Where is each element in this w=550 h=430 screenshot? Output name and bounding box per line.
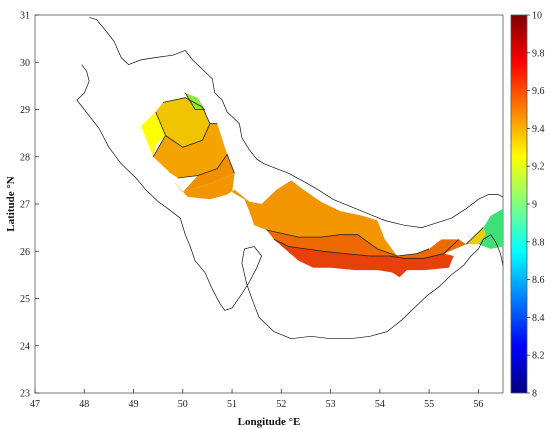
field-region-3 (153, 123, 228, 178)
y-tick-label: 30 (20, 58, 30, 69)
x-tick-label: 48 (79, 399, 89, 410)
x-tick-label: 51 (227, 399, 237, 410)
x-tick-label: 56 (473, 399, 483, 410)
x-tick-label: 52 (276, 399, 286, 410)
contour-line-5 (266, 229, 430, 257)
field-region-6 (266, 230, 467, 259)
x-tick-label: 49 (129, 399, 139, 410)
colorbar-tick-label: 9.2 (532, 162, 545, 173)
x-tick-label: 47 (30, 399, 40, 410)
contour-line-2 (165, 123, 218, 148)
x-axis-label: Longitude °E (238, 416, 301, 428)
y-tick-label: 27 (20, 200, 30, 211)
y-tick-label: 23 (20, 389, 30, 400)
coastline-1 (76, 64, 504, 340)
colorbar-tick-label: 8.8 (532, 237, 545, 248)
coastline-layer (76, 17, 504, 340)
contour-line-6 (184, 92, 205, 110)
x-tick-label: 53 (326, 399, 336, 410)
colorbar-tick-label: 9.8 (532, 48, 545, 59)
x-ticks-layer: 47 48 49 50 51 52 53 54 55 56 (30, 389, 483, 410)
colorbar-tick-label: 8.6 (532, 275, 545, 286)
field-region-8 (466, 227, 486, 245)
coastline-0 (89, 17, 504, 228)
colorbar-tick-label: 10 (532, 11, 542, 22)
regions-layer (140, 93, 503, 278)
colorbar (510, 14, 528, 394)
x-tick-label: 54 (375, 399, 385, 410)
contours-layer (152, 92, 484, 259)
contour-line-4 (273, 239, 459, 259)
colorbar-ticks-layer: 8 8.2 8.4 8.6 8.8 9 9.2 9.4 9.6 9.8 10 (527, 11, 545, 400)
x-tick-label: 55 (424, 399, 434, 410)
field-region-7 (273, 239, 454, 278)
contour-line-7 (465, 227, 484, 245)
y-tick-label: 29 (20, 105, 30, 116)
y-tick-label: 24 (20, 341, 30, 352)
y-tick-label: 25 (20, 294, 30, 305)
y-ticks-layer: 23 24 25 26 27 28 29 30 31 (20, 11, 39, 400)
y-tick-label: 26 (20, 247, 30, 258)
colorbar-tick-label: 8.2 (532, 351, 545, 362)
y-tick-label: 28 (20, 152, 30, 163)
field-region-1 (155, 97, 210, 148)
y-tick-label: 31 (20, 11, 30, 22)
colorbar-tick-label: 8.4 (532, 313, 545, 324)
contour-line-3 (177, 153, 235, 179)
colorbar-tick-label: 9.4 (532, 124, 545, 135)
colorbar-tick-label: 8 (532, 389, 537, 400)
colorbar-tick-label: 9.6 (532, 86, 545, 97)
x-tick-label: 50 (178, 399, 188, 410)
field-region-5 (170, 173, 398, 256)
field-region-4 (182, 154, 235, 193)
contour-line-1 (163, 97, 211, 124)
y-axis-label: Latitude °N (5, 176, 17, 231)
colorbar-tick-label: 9 (532, 200, 537, 211)
